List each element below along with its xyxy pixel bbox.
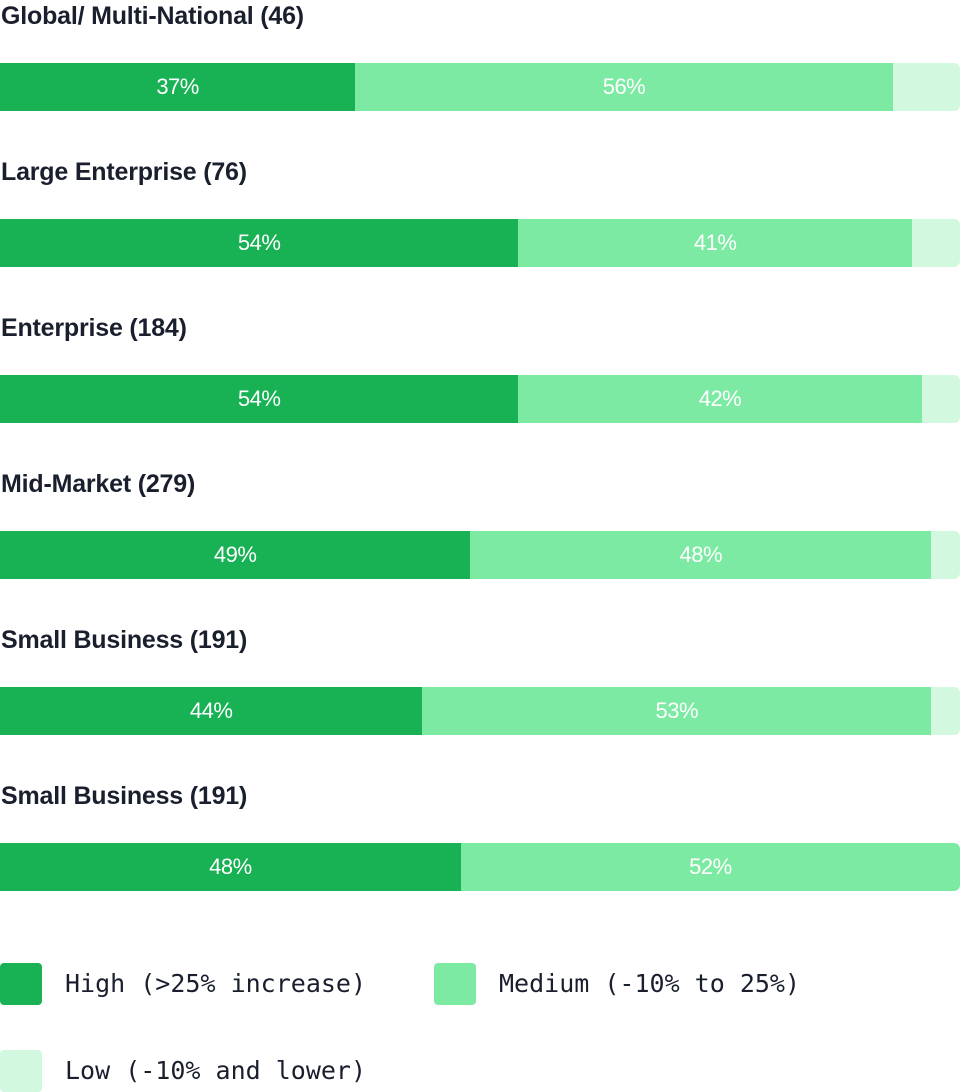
data-label: 48% [209,854,252,879]
category-label: Large Enterprise (76) [1,158,247,186]
legend-item-high: High (>25% increase) [0,962,366,1005]
bar-segment-high: 44% [0,687,423,735]
stacked-bar: 44% 53% [0,687,960,735]
bar-segment-medium: 42% [518,375,922,423]
bar-segment-low [921,375,960,423]
bar-segment-high: 49% [0,531,471,579]
data-label: 42% [698,386,742,411]
bar-segment-low [892,63,960,111]
legend-swatch-high [0,962,42,1005]
stacked-bar: 54% 42% [0,375,960,423]
stacked-bar-chart: Global/ Multi-National (46) 37% 56% Large E… [0,0,960,891]
category-label: Small Business (191) [1,626,248,654]
bar-segment-low [911,219,960,267]
category-label: Small Business (191) [1,782,248,810]
bar-group: Small Business (191) 44% 53% [0,624,960,735]
data-label: 54% [237,386,281,411]
data-label: 54% [237,230,281,255]
bar-segment-medium: 53% [422,687,932,735]
bar-group: Mid-Market (279) 49% 48% [0,468,960,579]
data-label: 49% [213,542,257,567]
legend-label-medium: Medium (-10% to 25%) [499,969,801,998]
category-label: Global/ Multi-National (46) [1,2,304,30]
bar-segment-low [931,687,960,735]
bar-segment-medium: 41% [518,219,912,267]
data-label: 44% [189,698,233,723]
bar-segment-medium: 52% [460,843,960,891]
category-label: Mid-Market (279) [1,470,196,498]
stacked-bar: 37% 56% [0,63,960,111]
legend-item-medium: Medium (-10% to 25%) [434,962,800,1005]
data-label: 41% [693,230,737,255]
legend-item-low: Low (-10% and lower) [0,1049,366,1092]
data-label: 37% [156,74,199,99]
stacked-bar: 48% 52% [0,843,960,891]
data-label: 52% [689,854,732,879]
bar-segment-high: 54% [0,375,519,423]
bar-segment-high: 37% [0,63,356,111]
bar-group: Large Enterprise (76) 54% 41% [0,156,960,267]
bar-segment-high: 54% [0,219,519,267]
bar-segment-low [931,531,960,579]
legend-label-low: Low (-10% and lower) [65,1056,367,1085]
data-label: 48% [679,542,723,567]
chart-legend: High (>25% increase) Medium (-10% to 25%… [0,962,962,1092]
bar-segment-high: 48% [0,843,461,891]
legend-swatch-low [0,1049,42,1092]
bar-group: Small Business (191) 48% 52% [0,780,960,891]
legend-swatch-medium [434,962,476,1005]
stacked-bar: 54% 41% [0,219,960,267]
data-label: 53% [655,698,699,723]
bar-group: Enterprise (184) 54% 42% [0,312,960,423]
bar-segment-medium: 56% [355,63,893,111]
data-label: 56% [602,74,646,99]
bar-group: Global/ Multi-National (46) 37% 56% [0,0,960,111]
stacked-bar: 49% 48% [0,531,960,579]
bar-segment-medium: 48% [470,531,932,579]
legend-label-high: High (>25% increase) [65,969,367,998]
category-label: Enterprise (184) [1,314,187,342]
